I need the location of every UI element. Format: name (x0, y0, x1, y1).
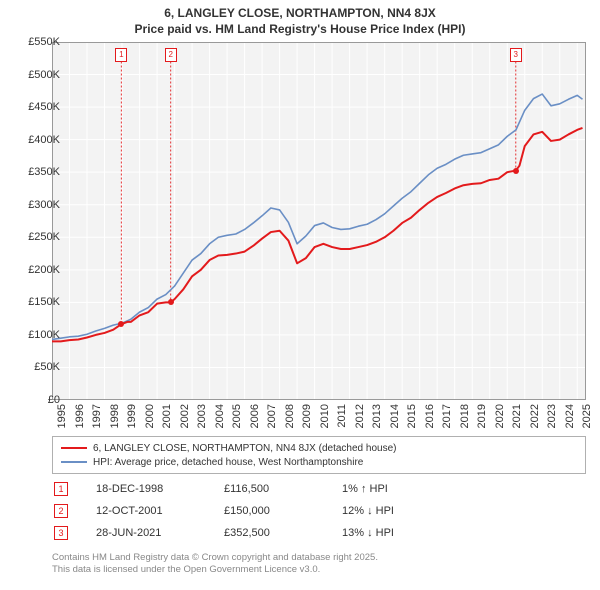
marker-table: 1 18-DEC-1998 £116,500 1% ↑ HPI 2 12-OCT-2001… (52, 478, 586, 544)
marker-price: £352,500 (224, 527, 334, 539)
marker-table-row: 1 18-DEC-1998 £116,500 1% ↑ HPI (52, 478, 586, 500)
footer-line1: Contains HM Land Registry data © Crown c… (52, 552, 586, 564)
footer-attribution: Contains HM Land Registry data © Crown c… (52, 552, 586, 576)
y-tick-label: £550K (14, 36, 60, 48)
marker-delta: 13% ↓ HPI (342, 527, 442, 539)
y-tick-label: £100K (14, 329, 60, 341)
y-tick-label: £500K (14, 69, 60, 81)
marker-price: £116,500 (224, 483, 334, 495)
chart-marker-dot (118, 321, 124, 327)
marker-number-icon: 1 (54, 482, 68, 496)
y-tick-label: £350K (14, 166, 60, 178)
legend-label: HPI: Average price, detached house, West… (93, 457, 363, 468)
marker-table-row: 3 28-JUN-2021 £352,500 13% ↓ HPI (52, 522, 586, 544)
y-tick-label: £300K (14, 199, 60, 211)
chart-title-line2: Price paid vs. HM Land Registry's House … (0, 20, 600, 40)
marker-table-row: 2 12-OCT-2001 £150,000 12% ↓ HPI (52, 500, 586, 522)
legend: 6, LANGLEY CLOSE, NORTHAMPTON, NN4 8JX (… (52, 436, 586, 474)
chart-plot-area (52, 42, 586, 400)
chart-marker-box: 3 (510, 48, 522, 62)
chart-title-line1: 6, LANGLEY CLOSE, NORTHAMPTON, NN4 8JX (0, 0, 600, 20)
legend-item: HPI: Average price, detached house, West… (61, 455, 577, 469)
y-tick-label: £250K (14, 231, 60, 243)
marker-date: 28-JUN-2021 (96, 527, 216, 539)
marker-price: £150,000 (224, 505, 334, 517)
marker-date: 18-DEC-1998 (96, 483, 216, 495)
y-tick-label: £200K (14, 264, 60, 276)
y-tick-label: £450K (14, 101, 60, 113)
marker-number-icon: 2 (54, 504, 68, 518)
marker-number-icon: 3 (54, 526, 68, 540)
y-tick-label: £400K (14, 134, 60, 146)
legend-label: 6, LANGLEY CLOSE, NORTHAMPTON, NN4 8JX (… (93, 443, 396, 454)
marker-date: 12-OCT-2001 (96, 505, 216, 517)
legend-item: 6, LANGLEY CLOSE, NORTHAMPTON, NN4 8JX (… (61, 441, 577, 455)
legend-line-icon (61, 461, 87, 463)
chart-container: 6, LANGLEY CLOSE, NORTHAMPTON, NN4 8JX P… (0, 0, 600, 590)
y-tick-label: £50K (14, 361, 60, 373)
legend-line-icon (61, 447, 87, 449)
footer-line2: This data is licensed under the Open Gov… (52, 564, 586, 576)
y-tick-label: £0 (14, 394, 60, 406)
marker-delta: 1% ↑ HPI (342, 483, 442, 495)
marker-delta: 12% ↓ HPI (342, 505, 442, 517)
chart-marker-dot (168, 299, 174, 305)
chart-marker-dot (513, 168, 519, 174)
y-tick-label: £150K (14, 296, 60, 308)
chart-marker-box: 1 (115, 48, 127, 62)
chart-svg (52, 42, 586, 400)
chart-marker-box: 2 (165, 48, 177, 62)
